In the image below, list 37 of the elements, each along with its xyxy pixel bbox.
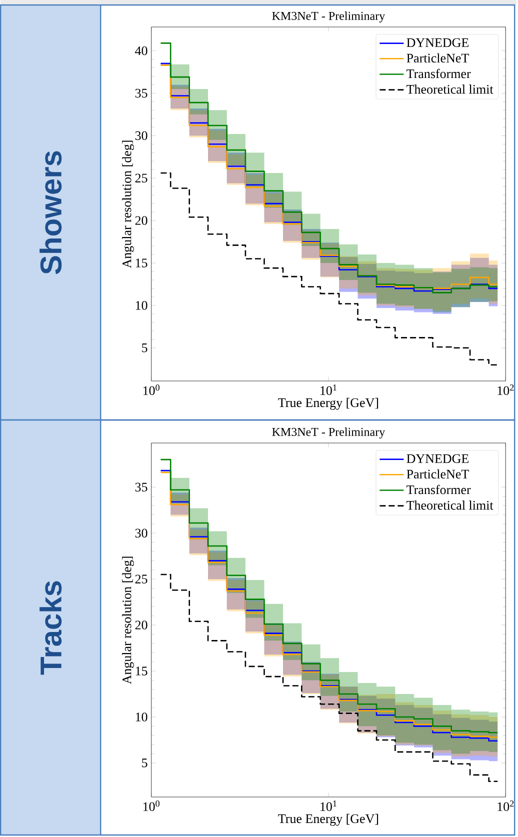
y-tick-label: 10 xyxy=(136,301,148,310)
y-tick-label: 10 xyxy=(136,712,148,722)
legend-label: ParticleNeT xyxy=(406,469,469,479)
y-tick-label: 15 xyxy=(136,666,148,676)
y-tick-label: 40 xyxy=(135,46,148,56)
y-tick-label: 30 xyxy=(135,131,148,140)
y-tick-label: 15 xyxy=(136,258,148,268)
y-tick-label: 5 xyxy=(142,344,148,352)
chart-title: KM3NeT - Preliminary xyxy=(272,428,386,438)
legend-label: DYNEDGE xyxy=(406,38,469,48)
y-axis-title: Angular resolution [deg] xyxy=(122,556,134,684)
x-tick-label: 10$^{0}$ xyxy=(143,384,160,396)
x-tick-label: 10$^{2}$ xyxy=(498,800,514,812)
legend-label: ParticleNeT xyxy=(406,53,469,63)
y-tick-label: 35 xyxy=(135,88,148,98)
x-axis-title: True Energy [GeV] xyxy=(278,398,378,410)
y-tick-label: 35 xyxy=(135,482,148,492)
y-tick-label: 5 xyxy=(142,758,148,768)
legend-label: Transformer xyxy=(406,484,471,494)
legend-label: Theoretical limit xyxy=(406,84,494,94)
y-tick-label: 25 xyxy=(135,574,148,584)
y-axis-title: Angular resolution [deg] xyxy=(122,140,134,268)
legend-label: Theoretical limit xyxy=(406,500,494,510)
x-tick-label: 10$^{0}$ xyxy=(143,800,160,812)
legend-label: Transformer xyxy=(406,68,471,78)
x-axis-title: True Energy [GeV] xyxy=(278,814,378,826)
x-tick-label: 10$^{1}$ xyxy=(320,800,336,812)
y-tick-label: 20 xyxy=(135,216,148,225)
y-tick-label: 20 xyxy=(135,620,148,630)
text: Showers xyxy=(40,151,62,274)
x-tick-label: 10$^{2}$ xyxy=(498,384,514,396)
legend-label: DYNEDGE xyxy=(406,454,469,464)
x-tick-label: 10$^{1}$ xyxy=(320,384,336,396)
text: Tracks xyxy=(40,581,62,675)
y-tick-label: 30 xyxy=(135,528,148,538)
y-tick-label: 25 xyxy=(135,174,148,182)
chart-title: KM3NeT - Preliminary xyxy=(272,12,386,22)
